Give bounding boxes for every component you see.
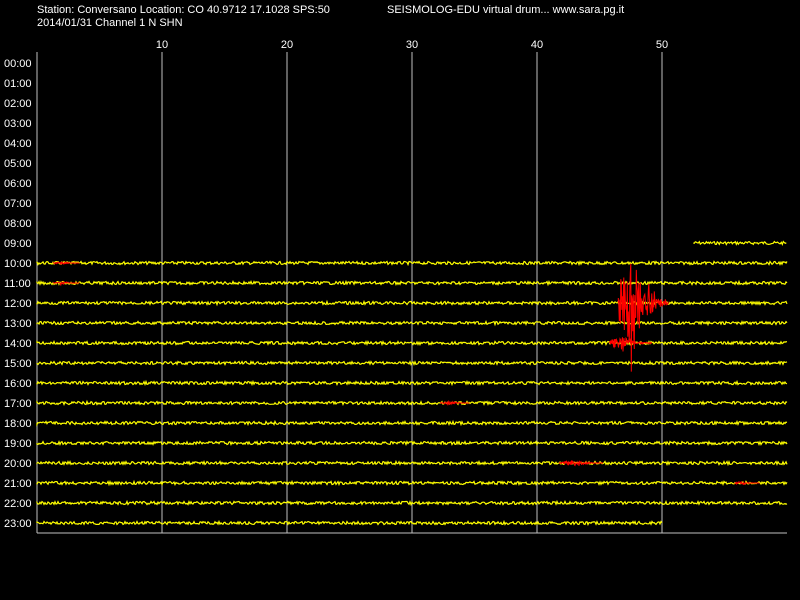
trace-0900 (693, 242, 786, 245)
hour-label-0800: 08:00 (4, 218, 32, 230)
hour-label-0900: 09:00 (4, 238, 32, 250)
hour-label-1200: 12:00 (4, 298, 32, 310)
hour-label-0500: 05:00 (4, 158, 32, 170)
event-1200 (618, 264, 668, 372)
hour-label-0300: 03:00 (4, 118, 32, 130)
hour-label-1700: 17:00 (4, 398, 32, 410)
hour-label-1600: 16:00 (4, 378, 32, 390)
hour-label-1000: 10:00 (4, 258, 32, 270)
hour-label-1800: 18:00 (4, 418, 32, 430)
grid-layer (37, 52, 787, 533)
hour-label-2200: 22:00 (4, 498, 32, 510)
hour-label-2000: 20:00 (4, 458, 32, 470)
hour-label-1300: 13:00 (4, 318, 32, 330)
hour-label-0100: 01:00 (4, 78, 32, 90)
hour-label-1400: 14:00 (4, 338, 32, 350)
hour-label-2300: 23:00 (4, 518, 32, 530)
x-tick-label-10: 10 (156, 39, 168, 51)
x-tick-label-20: 20 (281, 39, 293, 51)
hour-label-0600: 06:00 (4, 178, 32, 190)
hour-label-0200: 02:00 (4, 98, 32, 110)
hour-label-2100: 21:00 (4, 478, 32, 490)
events-layer (53, 262, 759, 484)
trace-2300 (37, 522, 662, 525)
x-tick-labels: 10 20 30 40 50 (156, 39, 668, 51)
hour-labels: 00:00 01:00 02:00 03:00 04:00 05:00 06:00 07:00… (4, 58, 32, 530)
x-tick-label-40: 40 (531, 39, 543, 51)
x-tick-label-30: 30 (406, 39, 418, 51)
hour-label-1900: 19:00 (4, 438, 32, 450)
hour-label-0400: 04:00 (4, 138, 32, 150)
hour-label-1100: 11:00 (4, 278, 31, 290)
hour-label-0000: 00:00 (4, 58, 32, 70)
hour-label-0700: 07:00 (4, 198, 32, 210)
x-tick-label-50: 50 (656, 39, 668, 51)
event-2000 (560, 461, 604, 466)
hour-label-1500: 15:00 (4, 358, 32, 370)
